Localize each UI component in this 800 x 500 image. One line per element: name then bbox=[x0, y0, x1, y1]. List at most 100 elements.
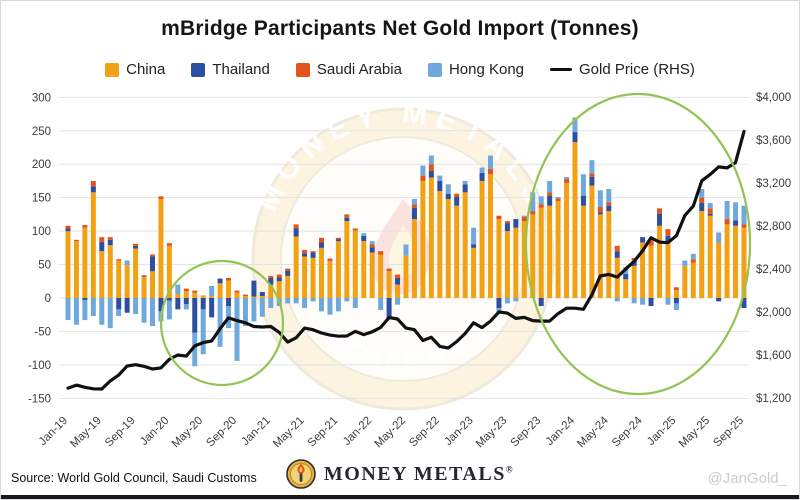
bar-segment-china bbox=[82, 227, 88, 298]
legend-item-gold-price-rhs-: Gold Price (RHS) bbox=[550, 61, 695, 78]
watermark-outer-edge bbox=[251, 107, 555, 411]
bar-segment-hong-kong bbox=[690, 253, 696, 260]
bar-segment-china bbox=[504, 231, 510, 298]
bar-segment-thailand bbox=[428, 170, 434, 178]
bar-segment-hong-kong bbox=[344, 298, 350, 302]
bar-segment-thailand bbox=[479, 172, 485, 181]
bar-segment-china bbox=[192, 292, 198, 298]
y-left-tick-label: 50 bbox=[38, 260, 51, 272]
bar-segment-china bbox=[124, 265, 130, 298]
chart-legend: China Thailand Saudi Arabia Hong Kong Gold P… bbox=[1, 61, 799, 78]
bar-segment-saudi-arabia bbox=[335, 237, 341, 240]
bar-segment-thailand bbox=[217, 278, 223, 284]
y-left-tick-label: -100 bbox=[28, 360, 51, 372]
bar-segment-china bbox=[293, 236, 299, 298]
bar-segment-thailand bbox=[150, 256, 155, 272]
bar-segment-hong-kong bbox=[555, 196, 561, 199]
bar-segment-thailand bbox=[597, 212, 603, 215]
bar-segment-china bbox=[352, 230, 358, 298]
bar-segment-hong-kong bbox=[589, 160, 595, 174]
bar-segment-saudi-arabia bbox=[547, 192, 553, 196]
bar-segment-saudi-arabia bbox=[319, 237, 324, 243]
bar-segment-china bbox=[538, 207, 544, 298]
bar-segment-hong-kong bbox=[741, 205, 747, 225]
bar-segment-thailand bbox=[716, 298, 722, 302]
bar-segment-hong-kong bbox=[302, 298, 308, 309]
bar-segment-china bbox=[268, 284, 274, 298]
bar-segment-china bbox=[665, 241, 671, 298]
bar-segment-hong-kong bbox=[209, 285, 215, 296]
bar-segment-china bbox=[302, 256, 308, 298]
bar-segment-hong-kong bbox=[259, 298, 265, 317]
bar-segment-china bbox=[479, 180, 485, 298]
y-right-tick-label: $3,600 bbox=[756, 135, 791, 147]
author-handle: @JanGold_ bbox=[707, 470, 787, 487]
y-right-tick-label: $3,200 bbox=[756, 178, 791, 190]
bar-segment-china bbox=[555, 201, 561, 298]
bar-segment-thailand bbox=[741, 298, 747, 309]
bar-segment-hong-kong bbox=[65, 298, 71, 321]
y-left-tick-label: 150 bbox=[32, 193, 51, 205]
bar-segment-saudi-arabia bbox=[665, 229, 671, 236]
gold-price-line bbox=[66, 129, 746, 391]
bar-segment-hong-kong bbox=[699, 188, 705, 198]
bar-segment-saudi-arabia bbox=[226, 277, 232, 281]
bar-segment-saudi-arabia bbox=[327, 258, 333, 262]
bar-segment-china bbox=[251, 296, 257, 298]
bar-segment-thailand bbox=[572, 132, 578, 143]
bar-segment-saudi-arabia bbox=[90, 180, 96, 187]
bar-segment-saudi-arabia bbox=[724, 219, 730, 225]
bar-segment-china bbox=[259, 295, 265, 298]
bar-segment-thailand bbox=[158, 298, 164, 312]
bar-segment-saudi-arabia bbox=[293, 224, 299, 229]
bar-segment-thailand bbox=[276, 277, 282, 282]
bar-segment-china bbox=[572, 142, 578, 298]
bar-segment-saudi-arabia bbox=[73, 239, 79, 242]
bar-segment-hong-kong bbox=[234, 298, 240, 361]
bar-segment-china bbox=[741, 227, 747, 298]
bar-segment-hong-kong bbox=[411, 199, 417, 205]
bar-segment-hong-kong bbox=[665, 298, 671, 305]
bar-segment-china bbox=[699, 211, 705, 298]
bar-segment-thailand bbox=[99, 241, 105, 252]
bar-segment-china bbox=[242, 295, 248, 298]
x-tick-label: Sep-19 bbox=[103, 415, 138, 450]
bar-segment-saudi-arabia bbox=[504, 221, 510, 224]
bar-segment-thailand bbox=[293, 228, 299, 237]
bar-segment-saudi-arabia bbox=[428, 164, 434, 171]
x-tick-label: Jan-19 bbox=[37, 415, 70, 448]
bar-segment-hong-kong bbox=[682, 260, 688, 266]
bar-segment-hong-kong bbox=[217, 298, 223, 347]
bar-segment-thailand bbox=[200, 298, 206, 310]
bar-segment-saudi-arabia bbox=[699, 197, 705, 204]
bar-segment-hong-kong bbox=[547, 180, 553, 193]
bar-segment-hong-kong bbox=[707, 203, 713, 209]
bar-segment-thailand bbox=[462, 184, 468, 193]
bar-segment-china bbox=[420, 180, 426, 298]
bar-segment-thailand bbox=[437, 180, 443, 191]
bar-segment-saudi-arabia bbox=[496, 215, 502, 220]
legend-item-saudi-arabia: Saudi Arabia bbox=[295, 61, 402, 78]
bar-segment-china bbox=[530, 214, 536, 298]
bar-segment-saudi-arabia bbox=[158, 196, 164, 200]
bar-segment-china bbox=[682, 265, 688, 298]
bar-segment-hong-kong bbox=[124, 260, 130, 266]
bar-segment-china bbox=[361, 241, 367, 298]
bar-segment-china bbox=[496, 219, 502, 298]
bar-segment-saudi-arabia bbox=[597, 207, 603, 213]
bar-segment-thailand bbox=[65, 228, 71, 232]
bar-segment-hong-kong bbox=[403, 244, 409, 256]
bar-segment-hong-kong bbox=[107, 298, 113, 329]
bar-segment-thailand bbox=[606, 205, 612, 212]
x-tick-label: Sep-23 bbox=[509, 415, 544, 450]
bar-segment-thailand bbox=[285, 270, 291, 276]
bar-segment-hong-kong bbox=[572, 117, 578, 133]
bar-segment-saudi-arabia bbox=[378, 251, 384, 255]
bar-segment-saudi-arabia bbox=[116, 259, 122, 261]
bar-segment-hong-kong bbox=[724, 201, 730, 220]
bar-segment-china bbox=[310, 257, 316, 298]
bar-segment-china bbox=[133, 248, 139, 298]
bar-segment-hong-kong bbox=[285, 298, 291, 304]
bar-segment-china bbox=[733, 225, 739, 298]
annotation-circle-small bbox=[159, 259, 285, 387]
